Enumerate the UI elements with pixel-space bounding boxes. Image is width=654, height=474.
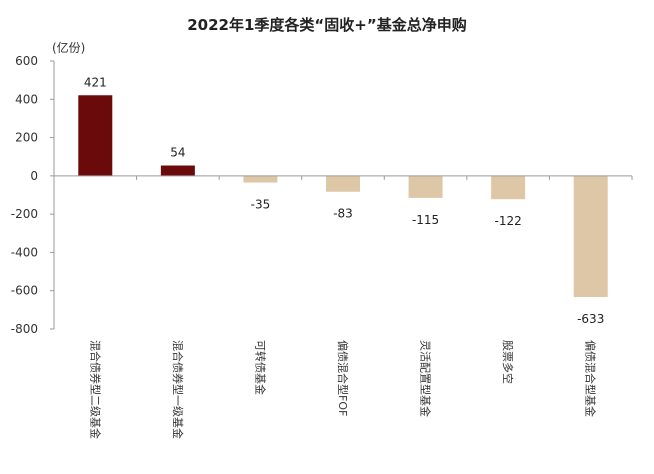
- bar-6: [491, 175, 526, 200]
- data-label: -35: [251, 198, 271, 212]
- bar-2: [160, 165, 195, 176]
- y-tick-label: 400: [15, 92, 38, 106]
- data-label: -633: [577, 312, 604, 326]
- category-label: 混合债券型一级基金: [171, 340, 185, 439]
- y-tick-label: -200: [11, 207, 38, 221]
- bar-3: [243, 175, 278, 183]
- data-label: 54: [170, 146, 185, 160]
- x-axis: 混合债券型二级基金 混合债券型一级基金 可转债基金 偏债混合型FOF 灵活配置型基金 股票…: [54, 175, 633, 439]
- category-label: 偏债混合型FOF: [336, 340, 350, 416]
- y-tick-label: -600: [11, 284, 38, 298]
- bar-4: [326, 175, 360, 192]
- bar-7: [573, 175, 608, 298]
- y-tick-label: -400: [11, 245, 38, 259]
- bars-group: 421 54 -35 -83 -115 -122 -633: [78, 75, 608, 326]
- category-label: 偏债混合型基金: [584, 340, 598, 417]
- y-tick-label: 600: [15, 54, 38, 68]
- data-label: 421: [84, 75, 107, 89]
- y-axis: 600 400 200 0 -200 -400 -600 -800: [11, 54, 55, 336]
- y-tick-label: 0: [30, 169, 38, 183]
- y-tick-label: 200: [15, 131, 38, 145]
- data-label: -115: [412, 213, 439, 227]
- category-label: 股票多空: [501, 340, 515, 384]
- y-tick-label: -800: [11, 322, 38, 336]
- y-axis-unit-label: (亿份): [52, 40, 85, 55]
- category-label: 可转债基金: [253, 340, 267, 395]
- category-label: 灵活配置型基金: [419, 340, 433, 417]
- bar-5: [408, 175, 443, 198]
- bar-1: [78, 95, 113, 176]
- data-label: -83: [333, 207, 353, 221]
- data-label: -122: [495, 214, 522, 228]
- category-label: 混合债券型二级基金: [88, 340, 102, 439]
- chart-title: 2022年1季度各类“固收+”基金总净申购: [187, 16, 466, 34]
